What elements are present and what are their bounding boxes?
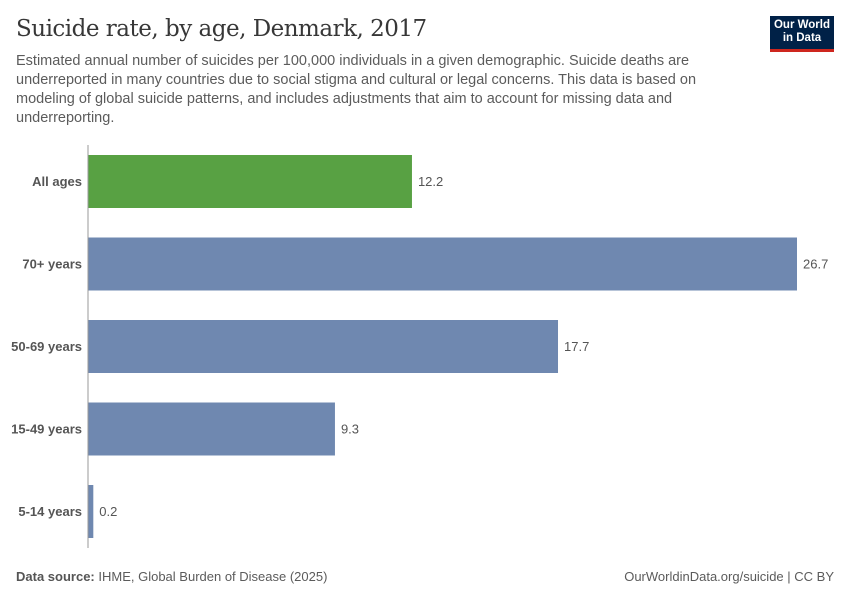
value-label: 17.7: [564, 339, 589, 354]
value-label: 9.3: [341, 422, 359, 437]
value-label: 0.2: [99, 504, 117, 519]
bar[interactable]: [88, 485, 94, 538]
category-label: 70+ years: [22, 257, 82, 272]
bar[interactable]: [88, 237, 797, 291]
value-label: 12.2: [418, 174, 443, 189]
chart-subtitle: Estimated annual number of suicides per …: [16, 53, 697, 126]
category-label: All ages: [32, 174, 82, 189]
chart-title: Suicide rate, by age, Denmark, 2017: [16, 16, 427, 42]
source-text: IHME, Global Burden of Disease (2025): [98, 569, 328, 584]
value-label: 26.7: [803, 257, 828, 272]
bar[interactable]: [88, 402, 335, 456]
owid-logo[interactable]: Our World in Data: [770, 16, 834, 52]
data-source: Data source: IHME, Global Burden of Dise…: [16, 569, 327, 584]
source-label: Data source:: [16, 569, 95, 584]
source-link[interactable]: OurWorldinData.org/suicide | CC BY: [624, 569, 834, 584]
category-label: 5-14 years: [18, 504, 82, 519]
category-label: 50-69 years: [11, 339, 82, 354]
bar[interactable]: [88, 155, 412, 208]
bar-chart: All ages 12.2 70+ years 26.7 50-69 years 17.7…: [11, 145, 828, 548]
bar[interactable]: [88, 320, 559, 373]
category-label: 15-49 years: [11, 422, 82, 437]
